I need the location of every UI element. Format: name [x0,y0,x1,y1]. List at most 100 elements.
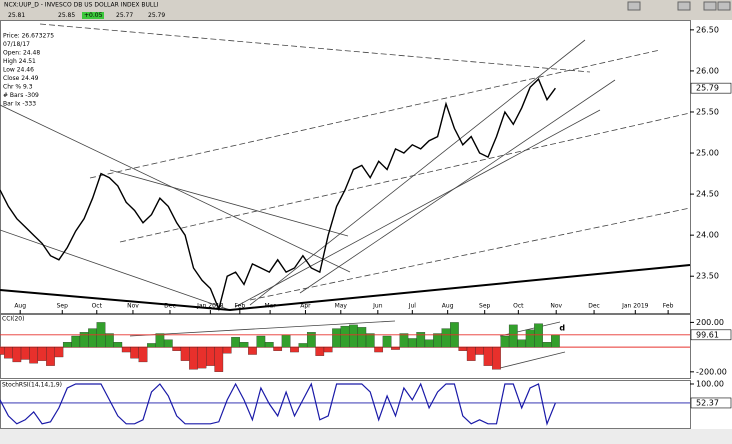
bar [180,346,190,361]
x-tick-label: Nov [550,303,562,310]
bar [214,346,224,372]
bar [466,346,476,361]
bar [349,324,358,348]
bar [391,346,400,350]
window-button[interactable] [717,1,731,11]
panel-frames [0,20,691,429]
x-tick-label: Sep [57,303,69,310]
window-button[interactable] [627,1,641,11]
x-tick-label: Dec [588,303,600,310]
bar [206,346,215,366]
panel-title: StochRSI(14,14,1,9) [2,382,62,389]
bar [54,346,64,358]
bar [298,343,308,348]
x-tick-label: Oct [513,303,524,310]
quote-field: 25.79 [148,12,165,19]
y-tick-label: 24.50 [696,190,719,199]
y-tick-label: 25.50 [696,107,719,116]
bar [163,339,173,348]
bar [264,342,274,348]
series-line [0,77,556,312]
x-tick-label: Aug [442,303,454,310]
bar [222,346,232,354]
bar [534,323,543,348]
y-tick-label: 200.00 [696,318,724,327]
bar [340,325,350,348]
x-tick-label: Aug [14,303,26,310]
header-bar [0,0,732,20]
bar [551,334,560,348]
trend-lines [0,23,691,369]
bar [441,328,451,348]
bar [12,346,22,363]
chart-title: NCX:UUP_D - INVESCO DB US DOLLAR INDEX B… [4,2,159,9]
bar [71,335,81,348]
info-line: 07/18/17 [3,41,30,48]
bar [37,346,47,361]
bar [407,338,417,348]
x-tick-label: Feb [235,303,246,310]
x-tick-label: Dec [164,303,176,310]
last-value-label: 99.61 [696,330,719,339]
bar [315,346,325,356]
date-axis [0,429,732,444]
y-tick-label: -200.00 [696,367,727,376]
x-tick-label: Jan 2019 [621,303,649,310]
bar [155,333,165,348]
bar [138,346,148,363]
bar [306,332,316,348]
bar [475,346,484,355]
y-tick-label: 23.50 [696,272,719,281]
series-line [0,382,556,426]
bar [323,346,333,353]
last-value-box [690,397,732,409]
annotation: d [559,324,565,333]
quote-field: +0.05 [84,12,103,19]
bar [433,333,442,348]
bar [365,333,375,348]
window-button[interactable] [703,1,717,11]
bar [500,335,510,348]
panel-title: CCI(20) [2,316,24,323]
x-tick-label: Nov [127,303,139,310]
change-box [82,12,104,19]
bar [281,334,291,348]
x-tick-label: Mar [264,303,276,310]
bar [399,333,409,348]
bar [189,346,198,370]
quote-field: 25.81 [8,12,25,19]
bar [273,346,283,351]
bar [458,346,468,351]
bar [508,324,518,348]
info-line: High 24.51 [3,58,36,65]
bar [256,335,266,348]
bar [197,346,207,369]
last-value-label: 25.79 [696,84,719,93]
bar [4,346,13,359]
bar [172,346,182,351]
bar [248,346,257,355]
last-value-label: 52.37 [696,398,719,407]
info-line: Close 24.49 [3,75,39,82]
last-value-box [690,82,732,94]
x-tick-label: Sep [479,303,491,310]
bar [20,346,30,360]
y-tick-label: 25.00 [696,149,719,158]
x-tick-label: Jul [408,303,417,310]
quote-field: 25.77 [116,12,133,19]
bar [357,327,367,348]
quote-field: 25.85 [58,12,75,19]
bar [424,339,434,348]
info-line: Open: 24.48 [3,50,40,57]
y-tick-label: 26.50 [696,25,719,34]
bar [147,343,156,348]
bar [29,346,39,364]
info-line: Chr % 9.3 [3,84,33,91]
bar [0,346,5,355]
bar [517,339,527,348]
y-tick-label: 24.00 [696,231,719,240]
window-button[interactable] [677,1,691,11]
